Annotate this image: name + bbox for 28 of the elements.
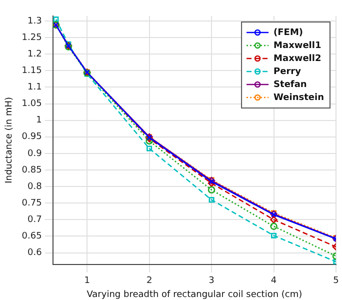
legend-label: Maxwell1 xyxy=(274,40,322,51)
y-tick-label: 0.8 xyxy=(28,182,42,192)
x-tick-label: 2 xyxy=(146,276,152,286)
legend-label: Maxwell2 xyxy=(274,54,322,64)
y-tick-label: 0.65 xyxy=(22,232,42,242)
y-tick-label: 1 xyxy=(36,116,42,126)
y-tick-label: 0.75 xyxy=(22,198,42,208)
y-tick-label: 1.05 xyxy=(22,99,42,110)
legend-label: (FEM) xyxy=(274,28,304,38)
x-axis-title: Varying breadth of rectangular coil section (cm) xyxy=(86,290,302,300)
legend-label: Weinstein xyxy=(274,92,324,103)
y-tick-label: 1.2 xyxy=(28,49,42,60)
y-axis-title: Inductance (in mH) xyxy=(4,96,15,184)
y-tick-label: 1.1 xyxy=(28,82,42,93)
y-tick-label: 1.15 xyxy=(22,66,42,76)
y-tick-label: 0.95 xyxy=(22,132,42,142)
x-tick-label: 1 xyxy=(84,276,90,286)
y-tick-label: 0.9 xyxy=(28,148,42,159)
x-tick-label: 4 xyxy=(270,276,277,286)
legend-label: Stefan xyxy=(274,80,307,90)
x-tick-label: 3 xyxy=(208,276,214,286)
x-tick-label: 5 xyxy=(333,276,339,286)
y-tick-label: 0.6 xyxy=(28,248,42,258)
y-tick-label: 1.25 xyxy=(22,32,42,43)
legend-label: Perry xyxy=(274,66,302,77)
y-tick-label: 0.7 xyxy=(28,215,42,226)
y-tick-label: 0.85 xyxy=(22,165,42,176)
y-tick-label: 1.3 xyxy=(28,16,42,26)
